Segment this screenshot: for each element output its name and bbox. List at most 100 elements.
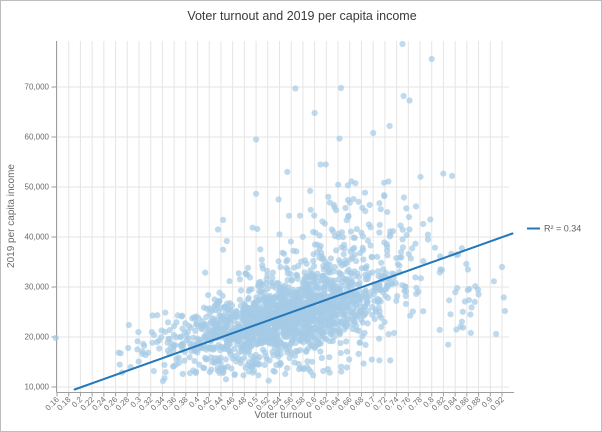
scatter-point[interactable] — [317, 242, 324, 250]
scatter-point[interactable] — [242, 270, 249, 277]
scatter-point[interactable] — [277, 264, 284, 271]
scatter-point[interactable] — [205, 327, 212, 334]
scatter-point[interactable] — [328, 226, 335, 233]
scatter-point[interactable] — [253, 341, 260, 348]
scatter-point[interactable] — [437, 266, 444, 273]
scatter-point[interactable] — [228, 335, 235, 342]
scatter-point[interactable] — [252, 299, 259, 306]
scatter-point[interactable] — [400, 194, 407, 201]
scatter-point[interactable] — [436, 326, 443, 333]
legend[interactable]: R² = 0.34 — [527, 224, 581, 234]
scatter-point[interactable] — [260, 309, 267, 316]
scatter-point[interactable] — [467, 311, 474, 318]
scatter-point[interactable] — [171, 341, 179, 348]
scatter-point[interactable] — [342, 204, 349, 212]
scatter-point[interactable] — [320, 285, 327, 293]
scatter-point[interactable] — [318, 354, 325, 362]
scatter-point[interactable] — [325, 302, 332, 309]
scatter-point[interactable] — [317, 348, 324, 355]
scatter-point[interactable] — [351, 281, 358, 288]
scatter-point[interactable] — [335, 276, 342, 283]
scatter-point[interactable] — [405, 213, 413, 221]
scatter-point[interactable] — [182, 320, 189, 327]
scatter-point[interactable] — [275, 196, 282, 203]
scatter-point[interactable] — [313, 322, 320, 330]
scatter-point[interactable] — [294, 275, 301, 282]
scatter-point[interactable] — [490, 278, 497, 285]
scatter-point[interactable] — [173, 334, 180, 341]
scatter-point[interactable] — [449, 172, 456, 179]
scatter-point[interactable] — [424, 231, 431, 238]
scatter-point[interactable] — [384, 294, 392, 301]
scatter-point[interactable] — [258, 323, 265, 330]
scatter-point[interactable] — [405, 251, 412, 258]
scatter-point[interactable] — [337, 340, 344, 347]
scatter-point[interactable] — [402, 300, 410, 307]
scatter-point[interactable] — [351, 244, 358, 252]
scatter-point[interactable] — [273, 361, 280, 369]
scatter-point[interactable] — [158, 334, 165, 341]
scatter-point[interactable] — [201, 333, 208, 340]
scatter-point[interactable] — [115, 349, 122, 356]
scatter-point[interactable] — [312, 305, 319, 312]
scatter-point[interactable] — [367, 224, 374, 231]
scatter-point[interactable] — [340, 251, 347, 258]
scatter-point[interactable] — [300, 278, 307, 286]
scatter-point[interactable] — [246, 274, 254, 281]
scatter-point[interactable] — [270, 367, 277, 374]
scatter-point[interactable] — [403, 232, 410, 239]
scatter-point[interactable] — [463, 260, 470, 268]
scatter-point[interactable] — [325, 193, 332, 200]
scatter-point[interactable] — [355, 350, 362, 357]
scatter-point[interactable] — [251, 313, 258, 320]
scatter-point[interactable] — [378, 259, 385, 266]
scatter-point[interactable] — [284, 168, 291, 175]
scatter-point[interactable] — [150, 368, 157, 375]
scatter-point[interactable] — [361, 189, 369, 196]
scatter-point[interactable] — [178, 313, 185, 320]
scatter-point[interactable] — [391, 329, 398, 337]
scatter-point[interactable] — [255, 372, 262, 379]
scatter-point[interactable] — [351, 234, 358, 241]
scatter-point[interactable] — [149, 339, 156, 346]
scatter-point[interactable] — [186, 354, 193, 361]
scatter-point[interactable] — [417, 173, 424, 180]
scatter-point[interactable] — [149, 312, 156, 319]
scatter-point[interactable] — [303, 348, 310, 355]
scatter-point[interactable] — [343, 364, 350, 371]
scatter-point[interactable] — [357, 249, 364, 257]
scatter-point[interactable] — [393, 255, 400, 262]
scatter-point[interactable] — [275, 280, 282, 287]
scatter-point[interactable] — [339, 307, 346, 314]
scatter-point[interactable] — [302, 324, 309, 331]
scatter-point[interactable] — [335, 269, 343, 276]
scatter-point[interactable] — [377, 206, 384, 213]
scatter-point[interactable] — [344, 301, 351, 308]
scatter-point[interactable] — [125, 321, 132, 329]
scatter-point[interactable] — [301, 330, 308, 338]
scatter-point[interactable] — [206, 310, 213, 317]
scatter-point[interactable] — [383, 282, 390, 289]
scatter-point[interactable] — [292, 85, 299, 92]
scatter-point[interactable] — [385, 331, 392, 338]
scatter-point[interactable] — [466, 285, 473, 292]
scatter-point[interactable] — [162, 309, 169, 316]
scatter-point[interactable] — [330, 268, 337, 275]
scatter-point[interactable] — [258, 281, 265, 288]
scatter-point[interactable] — [326, 369, 333, 376]
scatter-point[interactable] — [291, 314, 298, 321]
scatter-point[interactable] — [338, 244, 345, 251]
scatter-point[interactable] — [240, 372, 247, 379]
scatter-point[interactable] — [330, 282, 337, 289]
scatter-point[interactable] — [353, 301, 360, 308]
scatter-point[interactable] — [319, 315, 326, 322]
scatter-point[interactable] — [428, 55, 435, 63]
scatter-point[interactable] — [325, 321, 332, 329]
scatter-point[interactable] — [413, 290, 420, 297]
scatter-point[interactable] — [356, 279, 363, 287]
scatter-point[interactable] — [185, 335, 192, 342]
scatter-point[interactable] — [273, 332, 280, 339]
scatter-point[interactable] — [412, 240, 419, 247]
scatter-point[interactable] — [355, 198, 362, 205]
scatter-point[interactable] — [311, 212, 318, 219]
